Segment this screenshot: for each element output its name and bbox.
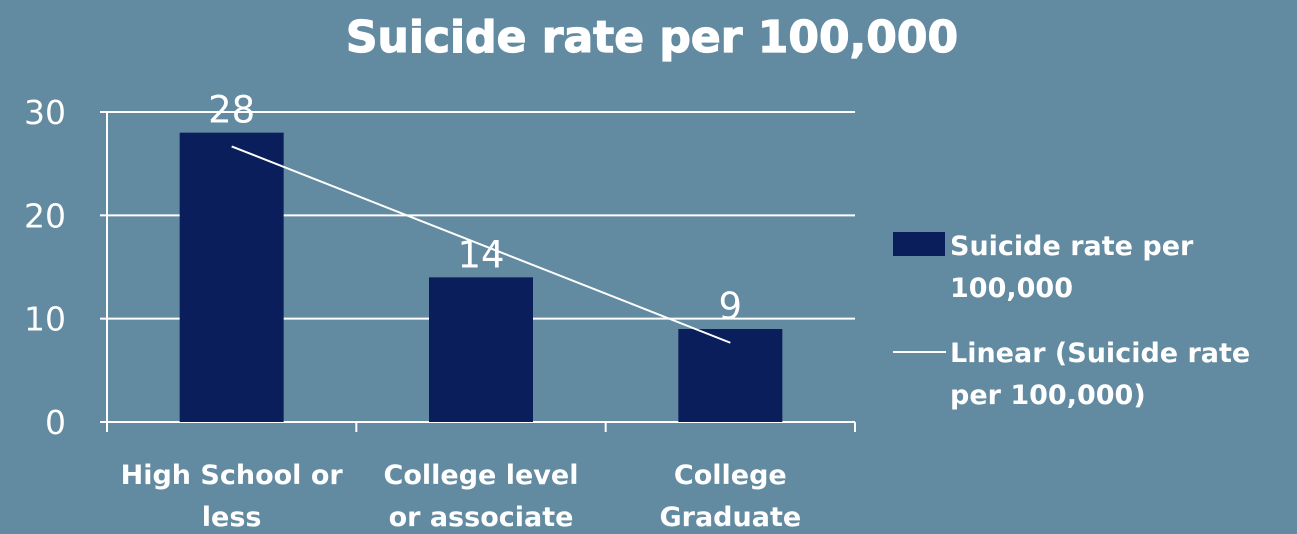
category-label: Graduate bbox=[659, 502, 801, 533]
data-label: 14 bbox=[457, 233, 504, 276]
trendline-layer bbox=[231, 145, 731, 344]
data-label: 9 bbox=[719, 285, 743, 328]
axes: 0 10 20 30 bbox=[24, 93, 856, 442]
bar bbox=[678, 329, 783, 422]
y-tick-label: 20 bbox=[24, 196, 66, 235]
data-label: 28 bbox=[208, 89, 255, 132]
category-labels: High School or less College level or associ… bbox=[121, 460, 802, 533]
category-label: High School or bbox=[121, 460, 344, 491]
bar bbox=[179, 132, 284, 422]
legend-entry: Suicide rate per bbox=[950, 231, 1194, 262]
legend: Suicide rate per 100,000 Linear (Suicide r… bbox=[893, 231, 1250, 411]
category-label: or associate bbox=[389, 502, 574, 533]
legend-entry: Linear (Suicide rate bbox=[950, 338, 1250, 369]
data-labels: 28 14 9 bbox=[208, 89, 742, 328]
category-label: less bbox=[202, 502, 262, 533]
y-tick-label: 0 bbox=[45, 403, 66, 442]
legend-entry: 100,000 bbox=[950, 273, 1073, 304]
y-tick-label: 10 bbox=[24, 300, 66, 339]
y-tick-label: 30 bbox=[24, 93, 66, 132]
trendline bbox=[231, 145, 731, 344]
bars bbox=[179, 132, 783, 422]
legend-entry: per 100,000) bbox=[950, 380, 1146, 411]
legend-swatch-bar bbox=[893, 232, 945, 256]
category-label: College level bbox=[384, 460, 579, 491]
bar bbox=[429, 277, 533, 422]
category-label: College bbox=[674, 460, 787, 491]
chart-title: Suicide rate per 100,000 bbox=[346, 12, 958, 63]
